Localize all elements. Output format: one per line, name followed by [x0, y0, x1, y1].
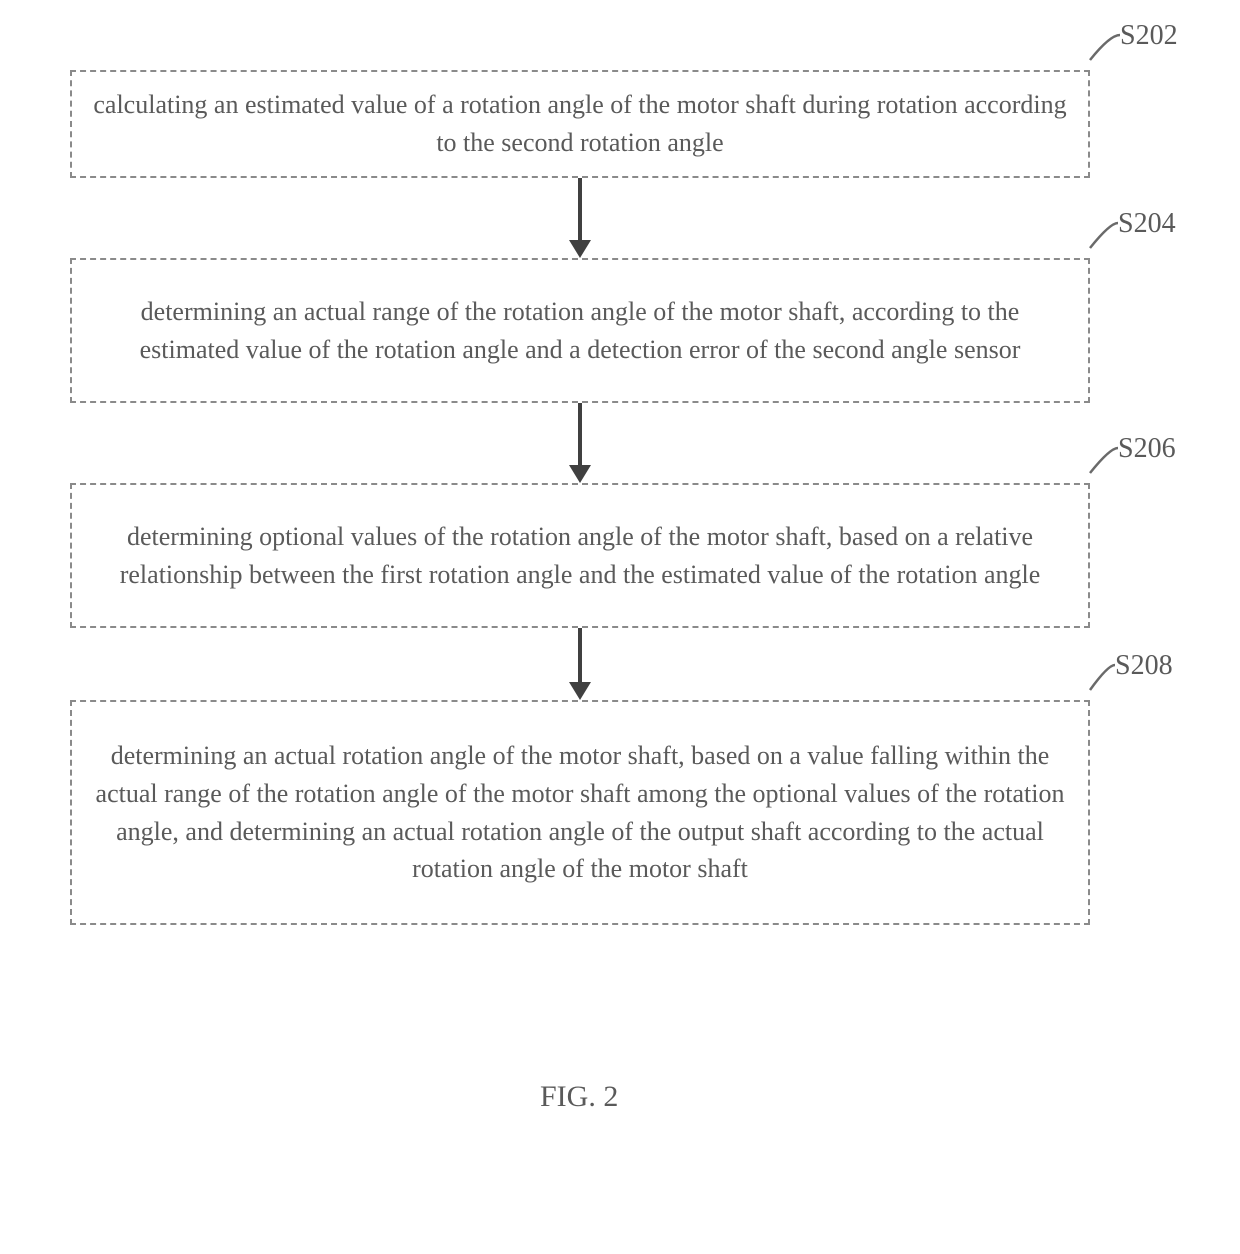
flow-arrow	[560, 403, 600, 483]
flow-step-text: determining an actual rotation angle of …	[92, 737, 1068, 888]
flow-arrow	[560, 628, 600, 700]
flow-step-text: calculating an estimated value of a rota…	[92, 86, 1068, 161]
figure-caption: FIG. 2	[540, 1080, 618, 1114]
flow-step-label: S204	[1118, 208, 1176, 240]
flow-step-box: determining an actual range of the rotat…	[70, 258, 1090, 403]
flowchart-canvas: calculating an estimated value of a rota…	[0, 0, 1240, 1254]
flow-step-box: determining optional values of the rotat…	[70, 483, 1090, 628]
flow-step-text: determining optional values of the rotat…	[92, 518, 1068, 593]
flow-step-box: determining an actual rotation angle of …	[70, 700, 1090, 925]
flow-step-label: S206	[1118, 433, 1176, 465]
flow-step-label: S208	[1115, 650, 1173, 682]
flow-step-box: calculating an estimated value of a rota…	[70, 70, 1090, 178]
flow-step-label: S202	[1120, 20, 1178, 52]
label-leader	[1086, 661, 1119, 694]
label-leader	[1086, 444, 1122, 477]
flow-step-text: determining an actual range of the rotat…	[92, 293, 1068, 368]
flow-arrow	[560, 178, 600, 258]
label-leader	[1086, 219, 1122, 252]
label-leader	[1086, 31, 1124, 64]
